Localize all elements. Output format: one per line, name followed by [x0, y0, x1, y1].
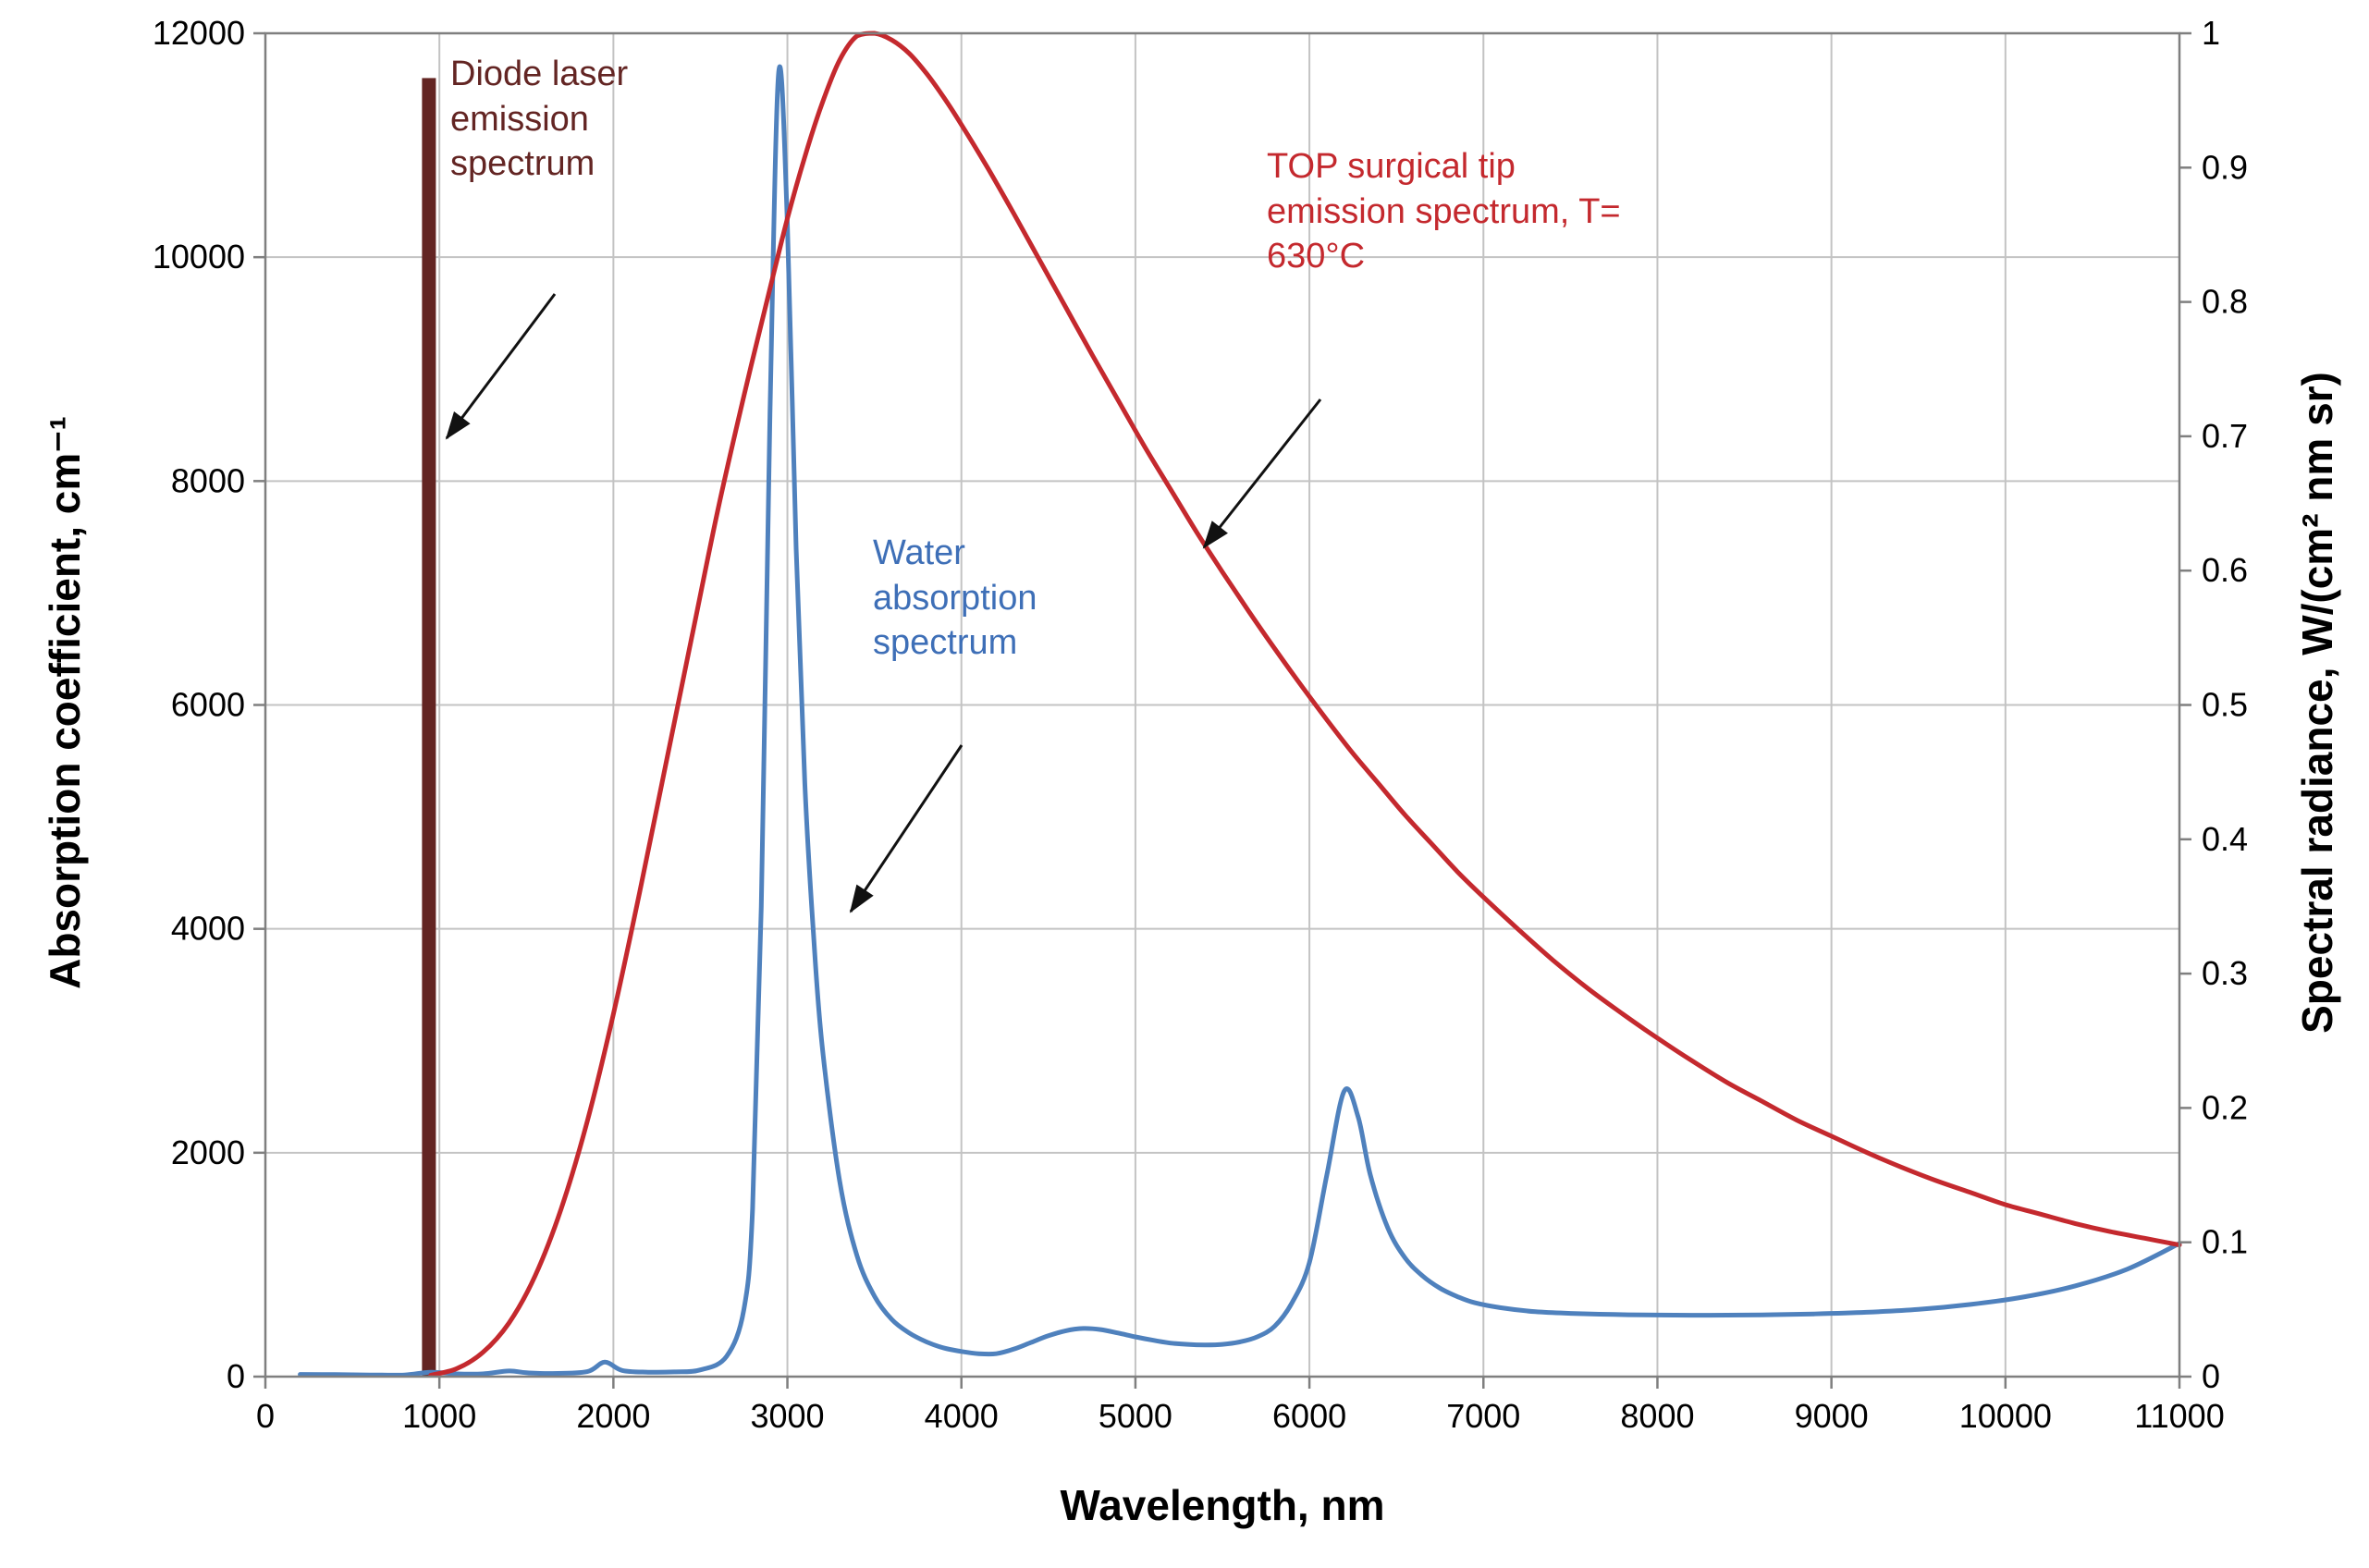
left-axis-title: Absorption coefficient, cm⁻¹: [41, 416, 89, 989]
y-right-tick-label: 0.7: [2202, 417, 2248, 455]
y-right-tick-label: 0: [2202, 1357, 2220, 1395]
x-tick-label: 2000: [576, 1397, 650, 1435]
x-tick-label: 11000: [2134, 1397, 2224, 1435]
y-right-tick-label: 0.8: [2202, 283, 2248, 321]
x-tick-label: 0: [256, 1397, 275, 1435]
y-left-tick-label: 10000: [153, 238, 245, 276]
annotation-diode-laser-label: Diode laser emission spectrum: [450, 55, 629, 184]
y-left-tick-label: 2000: [171, 1133, 245, 1171]
x-tick-label: 4000: [925, 1397, 999, 1435]
x-tick-label: 3000: [750, 1397, 824, 1435]
x-tick-label: 6000: [1272, 1397, 1346, 1435]
series-curve-water-absorption: [298, 64, 2182, 1378]
y-right-tick-label: 0.6: [2202, 551, 2248, 589]
y-right-tick-label: 1: [2202, 14, 2220, 52]
y-right-tick-label: 0.3: [2202, 954, 2248, 992]
diode-laser-bar: [422, 78, 436, 1377]
annotation-arrow: [1202, 398, 1322, 549]
right-axis-title: Spectral radiance, W/(cm² nm sr): [2293, 372, 2341, 1034]
y-left-tick-label: 4000: [171, 910, 245, 948]
series-curve-tip-emission: [428, 31, 2182, 1378]
y-left-tick-label: 6000: [171, 686, 245, 724]
y-left-tick-label: 0: [227, 1357, 245, 1395]
y-right-tick-label: 0.4: [2202, 820, 2248, 858]
x-tick-label: 7000: [1446, 1397, 1520, 1435]
annotation-arrow: [445, 293, 557, 440]
x-axis-title: Wavelength, nm: [1060, 1481, 1385, 1529]
x-tick-label: 10000: [1959, 1397, 2052, 1435]
annotation-tip-emission-label: TOP surgical tip emission spectrum, T= 6…: [1267, 147, 1621, 276]
y-right-tick-label: 0.2: [2202, 1088, 2248, 1126]
y-left-tick-label: 12000: [153, 14, 245, 52]
annotation-arrow: [849, 744, 964, 913]
x-tick-label: 5000: [1099, 1397, 1172, 1435]
x-tick-label: 9000: [1795, 1397, 1869, 1435]
y-right-tick-label: 0.1: [2202, 1223, 2248, 1261]
x-tick-label: 1000: [402, 1397, 476, 1435]
y-right-tick-label: 0.5: [2202, 686, 2248, 724]
x-tick-label: 8000: [1620, 1397, 1694, 1435]
annotation-water-absorption-label: Water absorption spectrum: [873, 533, 1037, 663]
y-left-tick-label: 8000: [171, 461, 245, 499]
y-right-tick-label: 0.9: [2202, 148, 2248, 186]
